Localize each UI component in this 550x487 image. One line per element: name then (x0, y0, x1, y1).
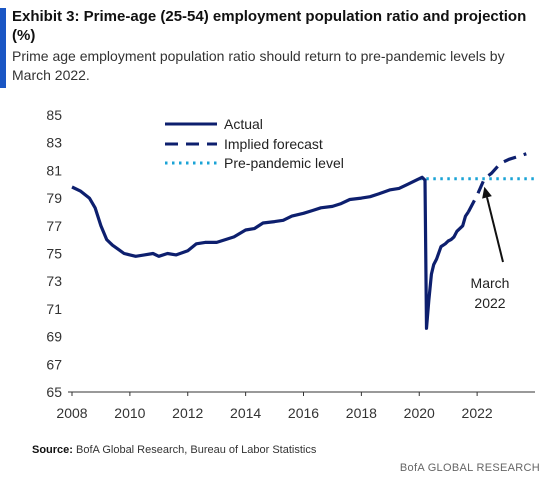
x-tick-label: 2010 (114, 405, 145, 421)
y-tick-label: 65 (46, 384, 62, 400)
source-note: Source: BofA Global Research, Bureau of … (32, 444, 316, 456)
annotation-line-1: March (471, 275, 510, 291)
y-tick-label: 71 (46, 301, 62, 317)
y-tick-label: 73 (46, 273, 62, 289)
series-line-implied-forecast (466, 152, 527, 213)
x-tick-label: 2020 (404, 405, 435, 421)
source-text: BofA Global Research, Bureau of Labor St… (76, 444, 317, 456)
x-tick-labels: 2008 2010 2012 2014 2016 2018 2020 2022 (56, 405, 492, 421)
x-tick-label: 2016 (288, 405, 319, 421)
legend: Actual Implied forecast Pre-pandemic lev… (165, 116, 344, 171)
brand-label: BofA GLOBAL RESEARCH (399, 462, 540, 474)
y-tick-label: 79 (46, 190, 62, 206)
series-line-actual (71, 175, 470, 330)
series-layer (71, 152, 535, 330)
y-tick-label: 81 (46, 162, 62, 178)
annotation-line-2: 2022 (474, 295, 505, 311)
y-tick-label: 69 (46, 329, 62, 345)
x-tick-label: 2022 (462, 405, 493, 421)
x-tick-label: 2008 (56, 405, 87, 421)
y-tick-label: 85 (46, 107, 62, 123)
source-label: Source: (32, 444, 73, 456)
y-tick-label: 83 (46, 135, 62, 151)
chart-subtitle: Prime age employment population ratio sh… (12, 48, 505, 83)
legend-label-forecast: Implied forecast (224, 136, 323, 152)
annotation-arrowhead (482, 186, 492, 199)
legend-label-actual: Actual (224, 116, 263, 132)
legend-label-prepandemic: Pre-pandemic level (224, 155, 344, 171)
y-tick-label: 77 (46, 218, 62, 234)
march-2022-annotation: March 2022 (471, 186, 510, 311)
x-tick-label: 2018 (346, 405, 377, 421)
annotation-arrow-line (486, 197, 504, 263)
y-tick-label: 75 (46, 246, 62, 262)
x-tick-marks (71, 392, 478, 396)
y-tick-labels: 65 67 69 71 73 75 77 79 81 83 85 (46, 107, 62, 400)
x-tick-label: 2014 (230, 405, 261, 421)
accent-bar (0, 8, 6, 88)
x-tick-label: 2012 (172, 405, 203, 421)
chart-title: Exhibit 3: Prime-age (25-54) employment … (12, 8, 527, 44)
y-tick-label: 67 (46, 356, 62, 372)
